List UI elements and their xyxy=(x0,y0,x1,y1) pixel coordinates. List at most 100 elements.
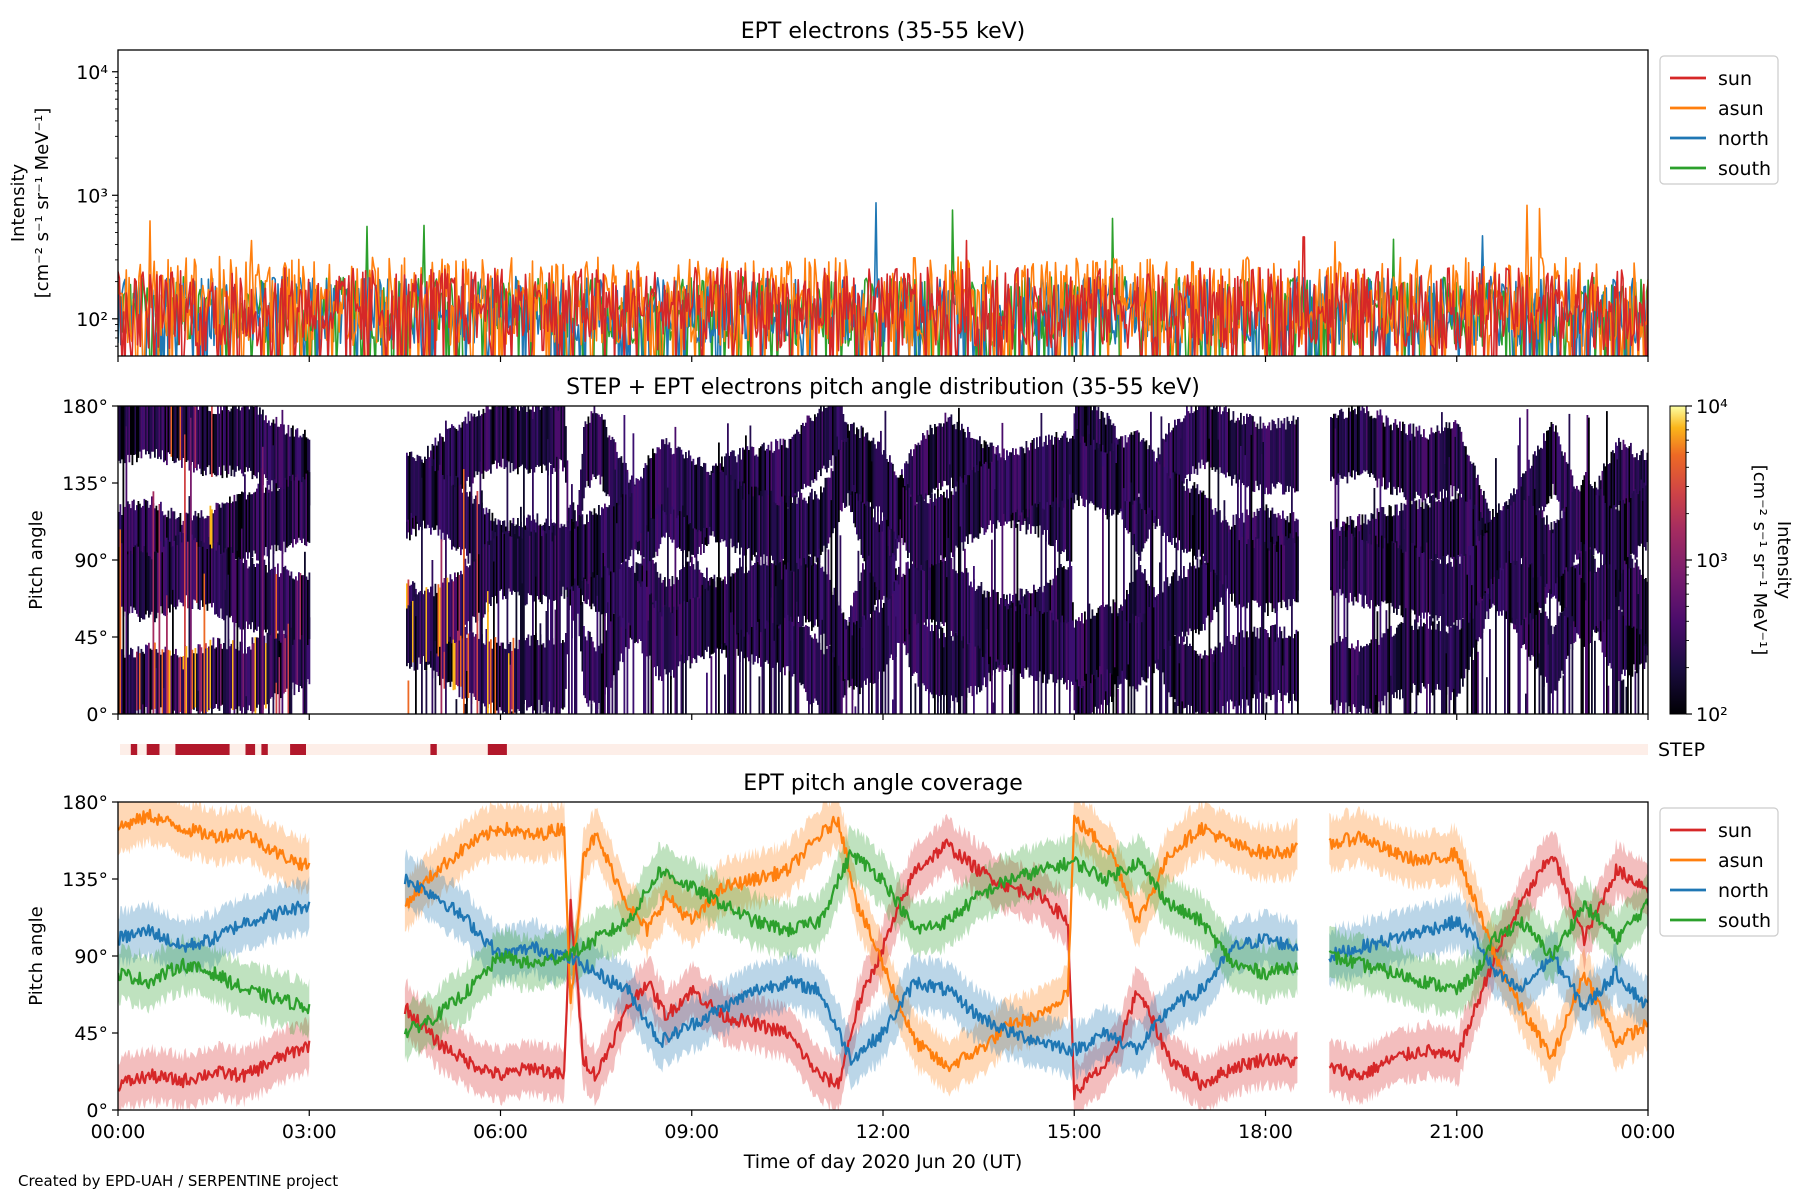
heatmap-cell xyxy=(1063,566,1065,626)
heatmap-cell xyxy=(464,483,467,549)
heatmap-cell xyxy=(1376,611,1379,714)
heatmap-cell xyxy=(529,409,531,473)
intensity-title: EPT electrons (35-55 keV) xyxy=(741,19,1026,44)
heatmap-cell xyxy=(574,528,576,586)
pad-heatmap-cells xyxy=(118,406,1648,714)
heatmap-cell xyxy=(475,495,477,560)
heatmap-cell xyxy=(746,446,749,518)
heatmap-cell xyxy=(196,406,198,471)
heatmap-cell xyxy=(1246,631,1248,700)
heatmap-cell xyxy=(1537,512,1539,578)
heatmap-cell xyxy=(1469,601,1472,657)
heatmap-cell xyxy=(1082,406,1085,467)
heatmap-cell xyxy=(127,406,129,455)
heatmap-cell xyxy=(1615,544,1617,615)
heatmap-cell xyxy=(415,616,417,714)
heatmap-cell xyxy=(1415,586,1418,714)
heatmap-cell xyxy=(301,575,303,636)
heatmap-cell xyxy=(128,406,131,463)
heatmap-cell xyxy=(950,491,953,553)
heatmap-cell xyxy=(1060,438,1062,499)
heatmap-cell xyxy=(898,477,900,536)
heatmap-cell xyxy=(242,406,245,477)
heatmap-cell xyxy=(847,437,849,494)
heatmap-cell xyxy=(814,491,816,557)
heatmap-cell xyxy=(907,561,909,628)
heatmap-cell xyxy=(274,627,276,694)
heatmap-cell xyxy=(1400,549,1403,616)
heatmap-cell xyxy=(565,527,567,590)
heatmap-cell xyxy=(1387,543,1389,604)
heatmap-cell xyxy=(494,406,497,461)
heatmap-cell xyxy=(506,460,509,714)
heatmap-cell xyxy=(545,611,548,714)
heatmap-cell xyxy=(1217,439,1220,714)
heatmap-cell xyxy=(1337,415,1340,482)
heatmap-cell xyxy=(491,406,494,465)
heatmap-cell xyxy=(277,563,279,631)
heatmap-cell xyxy=(827,549,830,714)
heatmap-cell xyxy=(1595,571,1598,627)
heatmap-cell xyxy=(236,408,239,467)
heatmap-cell xyxy=(1012,448,1014,513)
heatmap-cell xyxy=(1021,603,1023,677)
heatmap-cell xyxy=(500,406,503,468)
heatmap-cell xyxy=(452,624,455,691)
heatmap-cell xyxy=(760,604,762,667)
heatmap-cell xyxy=(1573,565,1575,622)
heatmap-cell xyxy=(524,406,527,469)
heatmap-cell xyxy=(1253,511,1256,581)
heatmap-cell xyxy=(1004,606,1007,671)
heatmap-cell xyxy=(980,582,983,651)
heatmap-cell xyxy=(925,493,927,561)
heatmap-cell xyxy=(1457,555,1460,630)
y-tick-label: 180° xyxy=(62,792,108,814)
heatmap-cell xyxy=(1219,642,1221,709)
heatmap-cell xyxy=(763,490,765,555)
heatmap-cell xyxy=(1211,509,1214,571)
heatmap-cell xyxy=(781,445,783,505)
heatmap-cell xyxy=(994,489,996,714)
heatmap-cell xyxy=(1447,633,1449,687)
heatmap-cell xyxy=(1633,457,1635,512)
heatmap-cell xyxy=(406,608,408,667)
heatmap-cell xyxy=(610,616,612,688)
heatmap-cell xyxy=(863,569,866,631)
heatmap-cell xyxy=(1172,572,1175,714)
heatmap-cell xyxy=(1391,541,1394,607)
heatmap-cell xyxy=(626,472,629,714)
heatmap-cell xyxy=(1240,446,1242,714)
heatmap-cell xyxy=(758,559,761,620)
heatmap-cell xyxy=(290,481,293,544)
heatmap-cell xyxy=(944,637,947,696)
heatmap-cell xyxy=(1289,533,1292,607)
y-tick-label: 180° xyxy=(62,396,108,418)
heatmap-cell xyxy=(1255,636,1257,695)
heatmap-cell xyxy=(1193,650,1196,714)
heatmap-cell xyxy=(169,650,171,714)
heatmap-cell xyxy=(763,563,765,629)
heatmap-cell xyxy=(1202,490,1205,554)
heatmap-cell xyxy=(853,461,855,524)
heatmap-cell xyxy=(1202,406,1205,465)
heatmap-cell xyxy=(715,465,717,543)
heatmap-cell xyxy=(130,406,132,455)
heatmap-cell xyxy=(913,604,915,674)
heatmap-cell xyxy=(142,552,144,620)
heatmap-cell xyxy=(1100,451,1103,509)
heatmap-cell xyxy=(860,425,863,502)
heatmap-cell xyxy=(293,480,296,540)
heatmap-cell xyxy=(1049,439,1052,505)
heatmap-cell xyxy=(721,470,723,539)
heatmap-cell xyxy=(1579,491,1581,554)
heatmap-cell xyxy=(260,468,263,714)
heatmap-cell xyxy=(995,454,998,529)
heatmap-cell xyxy=(188,406,191,471)
heatmap-cell xyxy=(1282,665,1284,714)
heatmap-cell xyxy=(803,626,806,689)
heatmap-cell xyxy=(122,428,125,714)
heatmap-cell xyxy=(1453,422,1455,487)
heatmap-cell xyxy=(962,482,965,551)
heatmap-cell xyxy=(949,464,951,714)
heatmap-cell xyxy=(1144,441,1146,511)
